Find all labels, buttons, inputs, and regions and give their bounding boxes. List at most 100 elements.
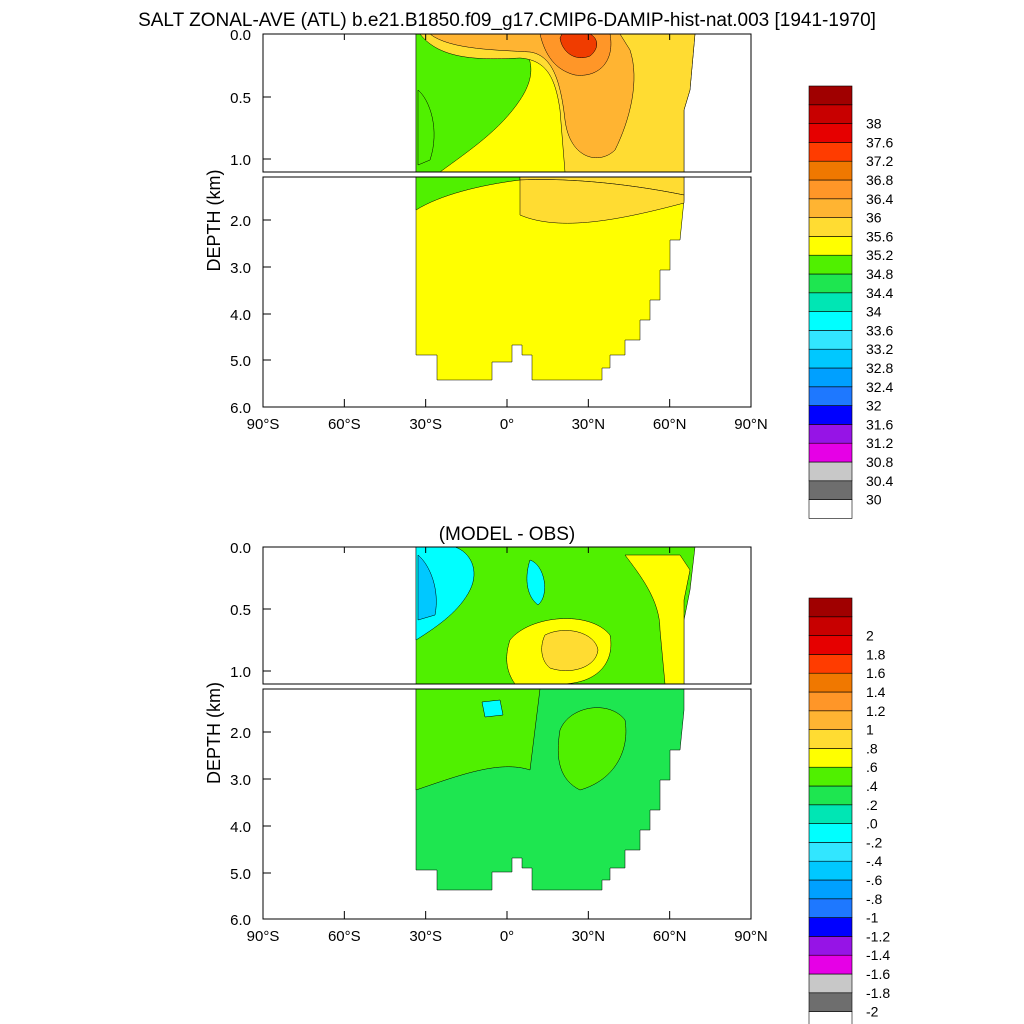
colorbar-label: 1.6 bbox=[866, 665, 886, 681]
y-tick-label: 6.0 bbox=[230, 912, 251, 929]
x-tick-label: 30°S bbox=[409, 928, 442, 945]
x-tick-label: 90°S bbox=[247, 928, 280, 945]
colorbar-swatch bbox=[808, 386, 853, 406]
colorbar-swatch bbox=[808, 142, 853, 162]
colorbar: -2 -1.8 -1.6 -1.4 -1.2 -1 -.8 -.6 -.4 -.2 .0 .2 .4 .6… bbox=[808, 597, 890, 1024]
colorbar-swatch bbox=[808, 123, 853, 143]
colorbar-swatch bbox=[808, 992, 853, 1012]
colorbar-swatch bbox=[808, 85, 853, 106]
contour-region-fresh-core bbox=[417, 554, 437, 621]
x-tick-label: 0° bbox=[500, 928, 514, 945]
colorbar-swatch bbox=[808, 179, 853, 200]
colorbar-swatch bbox=[808, 442, 853, 463]
contour-region-fresh bbox=[415, 547, 475, 641]
colorbar-swatch bbox=[808, 936, 853, 956]
y-tick-label: 1.0 bbox=[230, 152, 251, 169]
colorbar-swatch bbox=[808, 898, 853, 918]
figure-title: SALT ZONAL-AVE (ATL) b.e21.B1850.f09_g17… bbox=[138, 10, 876, 31]
colorbar-swatch bbox=[808, 729, 853, 749]
colorbar-label: 33.6 bbox=[866, 322, 893, 338]
colorbar-label: 36 bbox=[866, 210, 882, 226]
colorbar-swatch bbox=[808, 254, 853, 275]
colorbar-label: 34.4 bbox=[866, 285, 893, 301]
colorbar-label: 35.6 bbox=[866, 228, 893, 244]
colorbar-label: 37.6 bbox=[866, 134, 893, 150]
x-tick-label: 60°S bbox=[328, 928, 361, 945]
y-tick-label: 2.0 bbox=[230, 213, 251, 230]
contour-region-subtropical bbox=[519, 179, 685, 224]
colorbar-label: -1 bbox=[866, 910, 879, 926]
colorbar-label: -1.8 bbox=[866, 985, 890, 1001]
colorbar-swatch bbox=[808, 842, 853, 862]
colorbar-label: .0 bbox=[866, 816, 878, 832]
colorbar-swatch bbox=[808, 424, 853, 444]
colorbar-label: 38 bbox=[866, 116, 882, 132]
colorbar-label: 34.8 bbox=[866, 266, 893, 282]
x-tick-label: 0° bbox=[500, 416, 514, 433]
colorbar-label: 32 bbox=[866, 398, 882, 414]
colorbar-label: -.6 bbox=[866, 872, 883, 888]
colorbar-swatch bbox=[808, 823, 853, 843]
y-tick-label: 3.0 bbox=[230, 260, 251, 277]
colorbar-swatch bbox=[808, 785, 853, 806]
y-axis-label: DEPTH (km) bbox=[204, 682, 224, 784]
colorbar-swatch bbox=[808, 198, 853, 218]
contour-region-deep bbox=[415, 177, 685, 381]
x-tick-label: 30°N bbox=[572, 416, 606, 433]
colorbar-label: .6 bbox=[866, 759, 878, 775]
colorbar-label: .2 bbox=[866, 797, 878, 813]
chart-panel-2: (MODEL - OBS)0.00.51.02.03.04.05.06.0DEP… bbox=[204, 524, 890, 1024]
colorbar-swatch bbox=[808, 236, 853, 256]
y-tick-label: 4.0 bbox=[230, 307, 251, 324]
colorbar-swatch bbox=[808, 104, 853, 124]
colorbar-label: 34 bbox=[866, 304, 882, 320]
y-tick-label: 5.0 bbox=[230, 866, 251, 883]
x-tick-label: 90°N bbox=[734, 416, 768, 433]
colorbar-label: 1.8 bbox=[866, 646, 886, 662]
contour-region-intermediate bbox=[415, 689, 541, 791]
colorbar-label: 37.2 bbox=[866, 153, 893, 169]
panel-title: (MODEL - OBS) bbox=[439, 524, 576, 545]
y-tick-label: 3.0 bbox=[230, 772, 251, 789]
colorbar-swatch bbox=[808, 766, 853, 787]
colorbar-label: -1.4 bbox=[866, 947, 890, 963]
colorbar-label: 31.2 bbox=[866, 435, 893, 451]
colorbar-label: .4 bbox=[866, 778, 878, 794]
colorbar-label: 1.2 bbox=[866, 703, 886, 719]
colorbar-swatch bbox=[808, 672, 853, 693]
colorbar-label: -.2 bbox=[866, 834, 883, 850]
y-tick-label: 6.0 bbox=[230, 400, 251, 417]
colorbar-swatch bbox=[808, 691, 853, 712]
colorbar-swatch bbox=[808, 367, 853, 388]
colorbar-label: 2 bbox=[866, 628, 874, 644]
colorbar-swatch bbox=[808, 654, 853, 674]
colorbar-label: 35.2 bbox=[866, 247, 893, 263]
y-axis-label: DEPTH (km) bbox=[204, 170, 224, 272]
salinity-field bbox=[415, 34, 696, 381]
colorbar-label: -1.6 bbox=[866, 966, 890, 982]
colorbar-label: -2 bbox=[866, 1004, 879, 1020]
colorbar-label: 33.2 bbox=[866, 341, 893, 357]
y-tick-label: 4.0 bbox=[230, 819, 251, 836]
colorbar-label: 1.4 bbox=[866, 684, 886, 700]
contour-region-intermediate bbox=[557, 707, 627, 791]
colorbar-swatch bbox=[808, 973, 853, 994]
colorbar-swatch bbox=[808, 461, 853, 482]
colorbar-swatch bbox=[808, 1011, 853, 1024]
x-tick-label: 60°N bbox=[653, 928, 687, 945]
contour-region-fresh bbox=[481, 699, 504, 718]
colorbar: 30 30.4 30.8 31.2 31.6 32 32.4 32.8 33.2 33.6 34 34… bbox=[808, 85, 893, 519]
y-tick-label: 0.5 bbox=[230, 90, 251, 107]
x-tick-label: 60°S bbox=[328, 416, 361, 433]
colorbar-swatch bbox=[808, 311, 853, 331]
colorbar-label: -.8 bbox=[866, 891, 883, 907]
chart-panel-1: 0.0 0.5 1.0 2.0 3.0 4.0 5.0 6.0 DEPTH (km) 90°S 60… bbox=[204, 27, 893, 519]
colorbar-label: 30 bbox=[866, 492, 882, 508]
colorbar-swatch bbox=[808, 748, 853, 768]
salinity-field bbox=[415, 547, 696, 891]
x-tick-label: 30°S bbox=[409, 416, 442, 433]
colorbar-label: 30.4 bbox=[866, 473, 893, 489]
colorbar-swatch bbox=[808, 405, 853, 425]
